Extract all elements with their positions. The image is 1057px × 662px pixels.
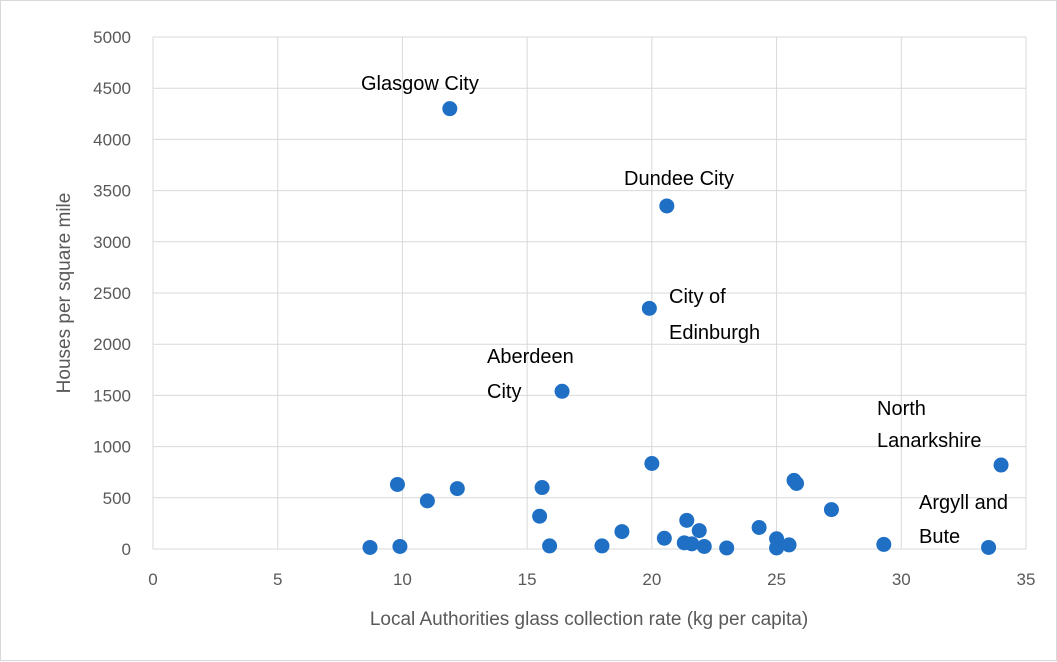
x-tick-label: 15 (518, 570, 537, 589)
data-point (442, 101, 458, 117)
data-point (659, 198, 675, 214)
data-point (362, 539, 378, 555)
annotation-label: Edinburgh (669, 322, 760, 344)
gridlines (152, 36, 1027, 550)
data-point (614, 524, 630, 540)
annotation-label: North (877, 398, 926, 420)
data-point (389, 476, 405, 492)
y-tick-label: 4500 (93, 79, 131, 98)
data-point (993, 457, 1009, 473)
data-point (789, 475, 805, 491)
y-tick-label: 500 (103, 489, 131, 508)
data-point (823, 502, 839, 518)
data-point (781, 537, 797, 553)
y-tick-label: 4000 (93, 130, 131, 149)
y-tick-labels: 0 500 1000 1500 2000 2500 3000 3500 4000 4500 5000 (93, 28, 131, 559)
point-annotations: Glasgow City Dundee City City of Edinburgh A… (361, 73, 1008, 548)
y-tick-label: 1000 (93, 438, 131, 457)
y-tick-label: 2000 (93, 335, 131, 354)
y-tick-label: 3500 (93, 182, 131, 201)
x-tick-label: 20 (642, 570, 661, 589)
x-tick-label: 10 (393, 570, 412, 589)
annotation-label: City (487, 381, 521, 403)
x-tick-label: 35 (1017, 570, 1036, 589)
data-point (449, 481, 465, 497)
annotation-label: Bute (919, 526, 960, 548)
y-tick-label: 1500 (93, 386, 131, 405)
y-tick-label: 2500 (93, 284, 131, 303)
data-point (684, 536, 700, 552)
data-point (696, 538, 712, 554)
data-point (554, 383, 570, 399)
x-axis-title: Local Authorities glass collection rate … (370, 609, 808, 630)
x-tick-label: 25 (767, 570, 786, 589)
y-tick-label: 5000 (93, 28, 131, 47)
data-point (719, 540, 735, 556)
data-point (679, 512, 695, 528)
annotation-label: Lanarkshire (877, 430, 982, 452)
x-tick-labels: 0 5 10 15 20 25 30 35 (148, 570, 1035, 589)
data-point (769, 540, 785, 556)
data-point (542, 538, 558, 554)
data-point (656, 530, 672, 546)
annotation-label: Argyll and (919, 492, 1008, 514)
data-point (392, 538, 408, 554)
annotation-label: Dundee City (624, 168, 734, 190)
data-point (691, 523, 707, 539)
data-point (594, 538, 610, 554)
annotation-label: Glasgow City (361, 73, 479, 95)
data-point (751, 519, 767, 535)
x-tick-label: 0 (148, 570, 157, 589)
annotation-label: City of (669, 286, 726, 308)
x-tick-label: 5 (273, 570, 282, 589)
annotation-label: Aberdeen (487, 346, 574, 368)
data-point (641, 300, 657, 316)
data-point (876, 536, 892, 552)
data-point (532, 508, 548, 524)
y-tick-label: 0 (122, 540, 131, 559)
y-axis-title: Houses per square mile (54, 193, 75, 394)
data-points (362, 101, 1009, 556)
data-point (981, 539, 997, 555)
x-tick-label: 30 (892, 570, 911, 589)
data-point (419, 493, 435, 509)
data-point (534, 480, 550, 496)
data-point (644, 455, 660, 471)
y-tick-label: 3000 (93, 233, 131, 252)
